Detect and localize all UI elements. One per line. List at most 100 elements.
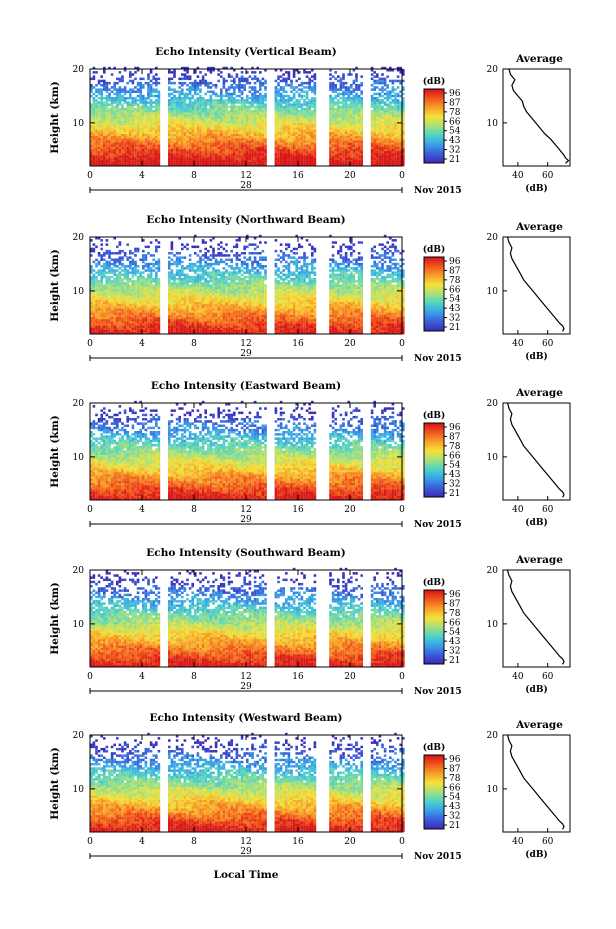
heatmap-cell xyxy=(121,107,124,111)
heatmap-cell xyxy=(394,133,397,137)
heatmap-cell xyxy=(142,97,145,100)
heatmap-cell xyxy=(116,258,119,261)
heatmap-cell xyxy=(402,79,405,83)
heatmap-cell xyxy=(126,303,129,307)
heatmap-cell xyxy=(178,101,181,104)
heatmap-cell xyxy=(238,79,241,83)
heatmap-cell xyxy=(110,262,114,266)
heatmap-cell xyxy=(308,127,311,130)
heatmap-cell xyxy=(178,161,181,165)
heatmap-cell xyxy=(134,316,137,320)
heatmap-cell xyxy=(175,135,179,139)
heatmap-cell xyxy=(147,312,150,315)
heatmap-cell xyxy=(233,81,236,85)
heatmap-cell xyxy=(352,148,356,152)
heatmap-cell xyxy=(378,105,382,109)
heatmap-cell xyxy=(300,97,304,100)
heatmap-cell xyxy=(131,290,135,294)
heatmap-cell xyxy=(352,155,356,158)
x-tick-label: 12 xyxy=(240,171,251,181)
heatmap-cell xyxy=(105,284,109,287)
heatmap-cell xyxy=(95,305,98,309)
heatmap-cell xyxy=(92,97,96,100)
heatmap-cell xyxy=(188,120,192,124)
heatmap-cell xyxy=(347,86,350,89)
heatmap-cell xyxy=(334,114,337,117)
heatmap-cell xyxy=(113,129,116,132)
heatmap-cell xyxy=(97,155,101,158)
heatmap-cell xyxy=(204,112,207,115)
heatmap-cell xyxy=(261,159,265,162)
heatmap-cell xyxy=(357,144,361,147)
heatmap-cell xyxy=(204,107,207,111)
heatmap-cell xyxy=(220,150,223,154)
heatmap-cell xyxy=(209,125,213,128)
heatmap-cell xyxy=(97,297,101,300)
heatmap-cell xyxy=(212,125,215,128)
heatmap-cell xyxy=(243,159,246,162)
heatmap-cell xyxy=(183,157,187,160)
heatmap-cell xyxy=(207,69,210,72)
heatmap-cell xyxy=(181,118,184,121)
heatmap-cell xyxy=(155,327,158,330)
heatmap-cell xyxy=(95,131,98,134)
heatmap-cell xyxy=(118,256,122,259)
heatmap-cell xyxy=(357,112,361,115)
heatmap-cell xyxy=(256,114,259,117)
heatmap-cell xyxy=(105,105,109,109)
heatmap-cell xyxy=(225,137,228,141)
heatmap-cell xyxy=(110,280,114,283)
heatmap-cell xyxy=(396,69,400,72)
heatmap-cell xyxy=(103,163,106,167)
heatmap-cell xyxy=(225,157,228,160)
heatmap-cell xyxy=(136,69,140,72)
heatmap-cell xyxy=(126,148,129,152)
heatmap-cell xyxy=(191,157,194,160)
heatmap-cell xyxy=(108,269,111,272)
heatmap-cell xyxy=(131,323,135,326)
heatmap-cell xyxy=(329,103,332,106)
heatmap-cell xyxy=(142,159,145,162)
heatmap-cell xyxy=(103,271,106,274)
heatmap-cell xyxy=(344,125,348,128)
heatmap-cell xyxy=(347,112,350,115)
heatmap-cell xyxy=(300,159,304,162)
heatmap-cell xyxy=(142,303,145,307)
heatmap-cell xyxy=(131,150,135,154)
heatmap-cell xyxy=(149,150,153,154)
heatmap-cell xyxy=(360,120,363,124)
heatmap-cell xyxy=(248,118,252,121)
heatmap-cell xyxy=(103,293,106,296)
heatmap-cell xyxy=(248,163,252,167)
heatmap-cell xyxy=(243,77,246,81)
heatmap-cell xyxy=(383,148,387,152)
heatmap-cell xyxy=(248,120,252,124)
heatmap-cell xyxy=(298,135,301,139)
heatmap-cell xyxy=(129,125,132,128)
panel-2: Echo Intensity (Northward Beam)2010Heigh… xyxy=(49,214,571,364)
heatmap-cell xyxy=(110,157,114,160)
heatmap-cell xyxy=(131,321,135,324)
heatmap-cell xyxy=(92,148,96,152)
heatmap-cell xyxy=(285,79,288,83)
heatmap-cell xyxy=(100,155,103,158)
heatmap-cell xyxy=(331,101,335,104)
heatmap-cell xyxy=(95,277,98,281)
heatmap-cell xyxy=(186,155,189,158)
heatmap-cell xyxy=(155,284,158,287)
heatmap-cell xyxy=(100,103,103,106)
heatmap-cell xyxy=(391,157,395,160)
heatmap-cell xyxy=(90,290,93,294)
heatmap-cell xyxy=(170,107,174,111)
heatmap-cell xyxy=(204,163,207,167)
heatmap-cell xyxy=(118,88,122,91)
heatmap-cell xyxy=(240,99,244,102)
heatmap-cell xyxy=(144,303,148,307)
heatmap-cell xyxy=(186,159,189,162)
heatmap-cell xyxy=(235,135,239,139)
heatmap-cell xyxy=(256,163,259,167)
heatmap-cell xyxy=(394,140,397,143)
heatmap-cell xyxy=(311,161,314,165)
heatmap-cell xyxy=(225,107,228,111)
heatmap-cell xyxy=(92,122,96,126)
